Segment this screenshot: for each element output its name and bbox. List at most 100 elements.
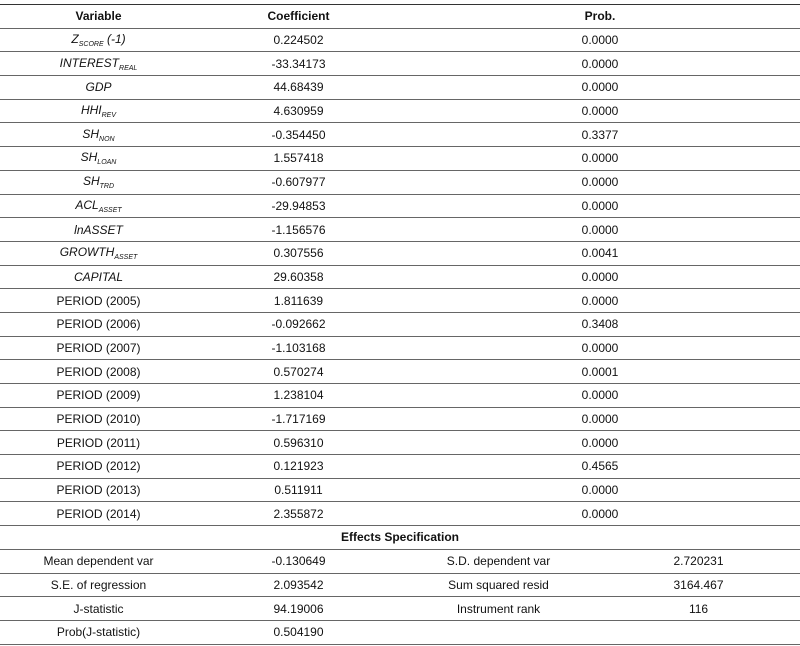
variable-cell: SHLOAN bbox=[0, 146, 197, 171]
effects-row: Mean dependent var -0.130649 S.D. depend… bbox=[0, 549, 800, 574]
variable-name: PERIOD (2008) bbox=[56, 364, 141, 379]
coefficient-cell: -1.103168 bbox=[197, 336, 400, 361]
coefficient-cell: -1.156576 bbox=[197, 217, 400, 242]
variable-cell: PERIOD (2010) bbox=[0, 407, 197, 432]
variable-cell: PERIOD (2005) bbox=[0, 288, 197, 313]
variable-name: HHI bbox=[80, 103, 102, 118]
table-row: PERIOD (2014) 2.355872 0.0000 bbox=[0, 501, 800, 527]
prob-cell: 0.0000 bbox=[400, 336, 800, 361]
coefficient-cell: -33.34173 bbox=[197, 51, 400, 77]
coefficient-cell: -0.607977 bbox=[197, 170, 400, 195]
variable-name: Z bbox=[71, 32, 79, 47]
stat-label: S.E. of regression bbox=[0, 573, 197, 598]
prob-cell: 0.0041 bbox=[400, 241, 800, 266]
table-row: HHIREV 4.630959 0.0000 bbox=[0, 99, 800, 124]
table-row: SHTRD -0.607977 0.0000 bbox=[0, 170, 800, 195]
coefficient-cell: 29.60358 bbox=[197, 265, 400, 290]
prob-cell: 0.0000 bbox=[400, 288, 800, 313]
table-row: PERIOD (2005) 1.811639 0.0000 bbox=[0, 288, 800, 313]
variable-cell: HHIREV bbox=[0, 99, 197, 124]
stat-label bbox=[400, 620, 597, 645]
table-row: PERIOD (2006) -0.092662 0.3408 bbox=[0, 312, 800, 337]
table-row: PERIOD (2007) -1.103168 0.0000 bbox=[0, 336, 800, 361]
stat-value: 3164.467 bbox=[597, 573, 800, 598]
variable-name: PERIOD (2007) bbox=[56, 340, 141, 355]
coefficient-cell: -29.94853 bbox=[197, 194, 400, 219]
regression-results-table: Variable Coefficient Prob. ZSCORE (-1) 0… bbox=[0, 4, 800, 645]
coefficient-cell: 1.557418 bbox=[197, 146, 400, 171]
stat-label: Mean dependent var bbox=[0, 549, 197, 574]
variable-cell: PERIOD (2009) bbox=[0, 383, 197, 408]
effects-row: S.E. of regression 2.093542 Sum squared … bbox=[0, 573, 800, 598]
prob-cell: 0.0000 bbox=[400, 28, 800, 53]
effects-row: Prob(J-statistic) 0.504190 bbox=[0, 620, 800, 645]
table-row: PERIOD (2011) 0.596310 0.0000 bbox=[0, 430, 800, 456]
prob-cell: 0.0000 bbox=[400, 501, 800, 527]
effects-title: Effects Specification bbox=[0, 525, 800, 550]
header-row: Variable Coefficient Prob. bbox=[0, 4, 800, 29]
stat-value: 94.19006 bbox=[197, 596, 400, 621]
coefficient-cell: -0.354450 bbox=[197, 122, 400, 148]
table-row: SHLOAN 1.557418 0.0000 bbox=[0, 146, 800, 171]
header-coefficient: Coefficient bbox=[197, 4, 400, 29]
variable-name: CAPITAL bbox=[73, 269, 124, 284]
prob-cell: 0.0000 bbox=[400, 75, 800, 100]
prob-cell: 0.0000 bbox=[400, 265, 800, 290]
stat-label: S.D. dependent var bbox=[400, 549, 597, 574]
variable-cell: PERIOD (2013) bbox=[0, 478, 197, 503]
variable-name: GDP bbox=[85, 80, 112, 95]
variable-name: PERIOD (2014) bbox=[56, 506, 141, 521]
variable-suffix: (-1) bbox=[103, 32, 126, 47]
stat-value: 2.720231 bbox=[597, 549, 800, 574]
prob-cell: 0.0000 bbox=[400, 383, 800, 408]
header-prob: Prob. bbox=[400, 4, 800, 29]
stat-label: J-statistic bbox=[0, 596, 197, 621]
coefficient-cell: 1.238104 bbox=[197, 383, 400, 408]
variable-subscript: SCORE bbox=[78, 41, 104, 49]
variable-cell: lnASSET bbox=[0, 217, 197, 242]
coefficient-cell: 44.68439 bbox=[197, 75, 400, 100]
prob-cell: 0.0000 bbox=[400, 99, 800, 124]
variable-subscript: NON bbox=[99, 135, 115, 143]
variable-name: PERIOD (2005) bbox=[56, 293, 141, 308]
prob-cell: 0.0000 bbox=[400, 430, 800, 456]
stat-value: 116 bbox=[597, 596, 800, 621]
coefficient-cell: 0.511911 bbox=[197, 478, 400, 503]
variable-cell: INTERESTREAL bbox=[0, 51, 197, 77]
stat-label: Sum squared resid bbox=[400, 573, 597, 598]
coefficient-cell: 4.630959 bbox=[197, 99, 400, 124]
stat-value: -0.130649 bbox=[197, 549, 400, 574]
variable-subscript: LOAN bbox=[97, 159, 117, 167]
variable-subscript: TRD bbox=[99, 183, 115, 191]
variable-cell: PERIOD (2011) bbox=[0, 430, 197, 456]
prob-cell: 0.3377 bbox=[400, 122, 800, 148]
prob-cell: 0.0000 bbox=[400, 407, 800, 432]
variable-cell: SHNON bbox=[0, 122, 197, 148]
prob-cell: 0.0000 bbox=[400, 478, 800, 503]
header-variable: Variable bbox=[0, 4, 197, 29]
coefficient-cell: 0.121923 bbox=[197, 454, 400, 479]
variable-cell: CAPITAL bbox=[0, 265, 197, 290]
variable-name: PERIOD (2009) bbox=[56, 388, 141, 403]
variable-subscript: REAL bbox=[119, 64, 138, 72]
coefficient-cell: 0.307556 bbox=[197, 241, 400, 266]
variable-cell: GROWTHASSET bbox=[0, 241, 197, 266]
prob-cell: 0.0000 bbox=[400, 217, 800, 242]
table-row: SHNON -0.354450 0.3377 bbox=[0, 122, 800, 148]
variable-name: PERIOD (2013) bbox=[56, 483, 141, 498]
coefficient-cell: 0.570274 bbox=[197, 359, 400, 384]
variable-name: SH bbox=[82, 126, 100, 141]
coefficient-cell: 2.355872 bbox=[197, 501, 400, 527]
effects-title-row: Effects Specification bbox=[0, 525, 800, 550]
variable-cell: PERIOD (2007) bbox=[0, 336, 197, 361]
table-row: PERIOD (2008) 0.570274 0.0001 bbox=[0, 359, 800, 384]
prob-cell: 0.4565 bbox=[400, 454, 800, 479]
variable-subscript: REV bbox=[101, 112, 117, 120]
variable-cell: PERIOD (2012) bbox=[0, 454, 197, 479]
stat-label: Prob(J-statistic) bbox=[0, 620, 197, 645]
table-row: CAPITAL 29.60358 0.0000 bbox=[0, 265, 800, 290]
variable-name: SH bbox=[80, 150, 98, 165]
coefficient-cell: 1.811639 bbox=[197, 288, 400, 313]
stat-value: 0.504190 bbox=[197, 620, 400, 645]
variable-name: ACL bbox=[75, 197, 99, 212]
